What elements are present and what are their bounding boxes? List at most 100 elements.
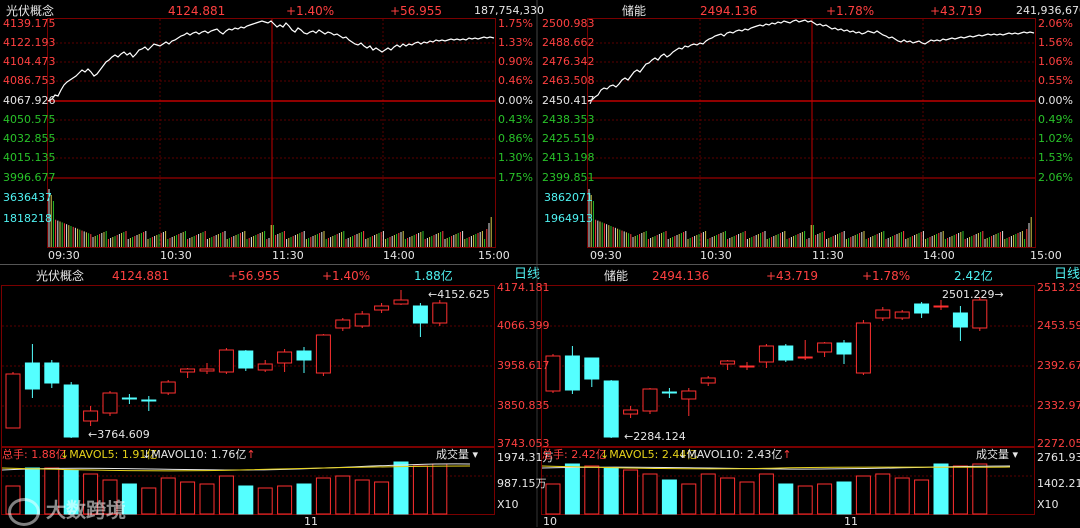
volume-bar <box>545 483 561 515</box>
tick: 4174.181 <box>497 281 550 294</box>
tick: 2425.519 <box>542 132 595 145</box>
volume-bar <box>180 481 196 515</box>
volume-indicator-button[interactable]: 成交量 ▾ <box>436 448 479 461</box>
watermark-icon <box>8 497 40 526</box>
candle-body <box>83 410 99 422</box>
right-daily-chart[interactable] <box>541 285 1035 515</box>
volume-bar <box>238 485 254 515</box>
candle-body <box>354 313 370 327</box>
left-daily-change: +56.955 <box>228 269 281 283</box>
left-period-tab[interactable]: 日线 <box>514 267 541 282</box>
tick: 4139.175 <box>3 17 56 30</box>
candle-body <box>952 312 968 328</box>
left-high-annotation: ←4152.625 <box>428 288 490 301</box>
left-intraday-chart[interactable] <box>47 18 496 248</box>
volume-bar <box>661 479 677 515</box>
right-intraday-volume-bars <box>588 189 1032 247</box>
right-date-tick-left: 10 <box>543 515 557 528</box>
tick: 4015.135 <box>3 151 56 164</box>
candle-body <box>296 350 312 361</box>
left-candles <box>5 290 448 438</box>
volume-bar <box>817 483 833 515</box>
pct-tick: 1.75% <box>498 17 533 30</box>
volume-indicator-button[interactable]: 成交量 ▾ <box>976 448 1019 461</box>
candle-body <box>238 350 254 369</box>
mavol10: ↓MAVOL10: 2.43亿↑ <box>678 448 792 461</box>
left-daily-name: 光伏概念 <box>36 269 85 283</box>
time-tick: 10:30 <box>160 249 192 262</box>
candle-body <box>758 345 774 363</box>
pct-tick: 1.02% <box>1038 132 1073 145</box>
mavol5: ↓MAVOL5: 1.91亿 <box>60 448 158 461</box>
left-intraday-last: 4124.881 <box>168 4 226 18</box>
pct-tick: 0.49% <box>1038 113 1073 126</box>
tick: 4066.399 <box>497 319 550 332</box>
volume-bar <box>102 479 118 515</box>
volume-bar <box>914 479 930 515</box>
volume-bar <box>141 487 157 515</box>
candle-body <box>545 355 561 392</box>
right-intraday-price-line <box>587 19 1035 102</box>
pct-tick: 0.46% <box>498 74 533 87</box>
candle-body <box>432 302 448 324</box>
volume-bar <box>412 465 428 515</box>
pct-tick: 1.30% <box>498 151 533 164</box>
candle-body <box>836 342 852 355</box>
volume-bar <box>564 463 580 515</box>
vol-tick: 3636437 <box>3 191 52 204</box>
volume-bar <box>720 477 736 515</box>
tick: 2272.053 <box>1037 437 1080 450</box>
tick: 3743.053 <box>497 437 550 450</box>
candle-body <box>875 309 891 319</box>
candle-body <box>623 409 639 415</box>
candle-body <box>720 360 736 365</box>
tick: 4104.473 <box>3 55 56 68</box>
candle-body <box>277 351 293 364</box>
candle-body <box>180 368 196 373</box>
tick: 2500.983 <box>542 17 595 30</box>
candle-body <box>393 299 409 305</box>
candle-body <box>44 362 60 384</box>
left-intraday-name: 光伏概念 <box>6 4 55 18</box>
pct-tick: 0.43% <box>498 113 533 126</box>
candle-body <box>778 345 794 361</box>
time-tick: 09:30 <box>590 249 622 262</box>
tick: 3996.677 <box>3 171 56 184</box>
right-intraday-pct: +1.78% <box>826 4 875 18</box>
pct-tick: 0.00% <box>1038 94 1073 107</box>
left-daily-chart[interactable] <box>1 285 495 515</box>
volume-bar <box>218 475 234 515</box>
volume-bar <box>836 481 852 515</box>
tick: 4067.926 <box>3 94 56 107</box>
volume-bar <box>83 473 99 515</box>
left-intraday-price-line <box>47 20 495 102</box>
volume-bar <box>952 465 968 515</box>
tick: 3850.835 <box>497 399 550 412</box>
candle-body <box>642 388 658 412</box>
left-intraday-change: +56.955 <box>390 4 443 18</box>
vol-tick: 1974.31万 <box>497 451 554 464</box>
vol-tick: 3862071 <box>544 191 593 204</box>
right-period-tab[interactable]: 日线 <box>1054 267 1080 282</box>
tick: 2392.677 <box>1037 359 1080 372</box>
time-tick: 14:00 <box>383 249 415 262</box>
candle-body <box>797 356 813 359</box>
candle-body <box>855 322 871 374</box>
pct-tick: 0.86% <box>498 132 533 145</box>
time-tick: 15:00 <box>1030 249 1062 262</box>
vol-tick: 1964913 <box>544 212 593 225</box>
candle-body <box>564 355 580 391</box>
candle-body <box>63 384 79 438</box>
total-volume: 总手: 1.88亿 <box>2 448 67 461</box>
volume-bar <box>603 467 619 515</box>
volume-bar <box>296 483 312 515</box>
vol-tick: 987.15万 <box>497 477 547 490</box>
right-intraday-change: +43.719 <box>930 4 983 18</box>
candle-body <box>972 299 988 329</box>
candle-body <box>218 349 234 373</box>
volume-bar <box>277 485 293 515</box>
pct-tick: 0.90% <box>498 55 533 68</box>
right-daily-change: +43.719 <box>766 269 819 283</box>
right-intraday-chart[interactable] <box>587 18 1036 248</box>
tick: 4122.193 <box>3 36 56 49</box>
